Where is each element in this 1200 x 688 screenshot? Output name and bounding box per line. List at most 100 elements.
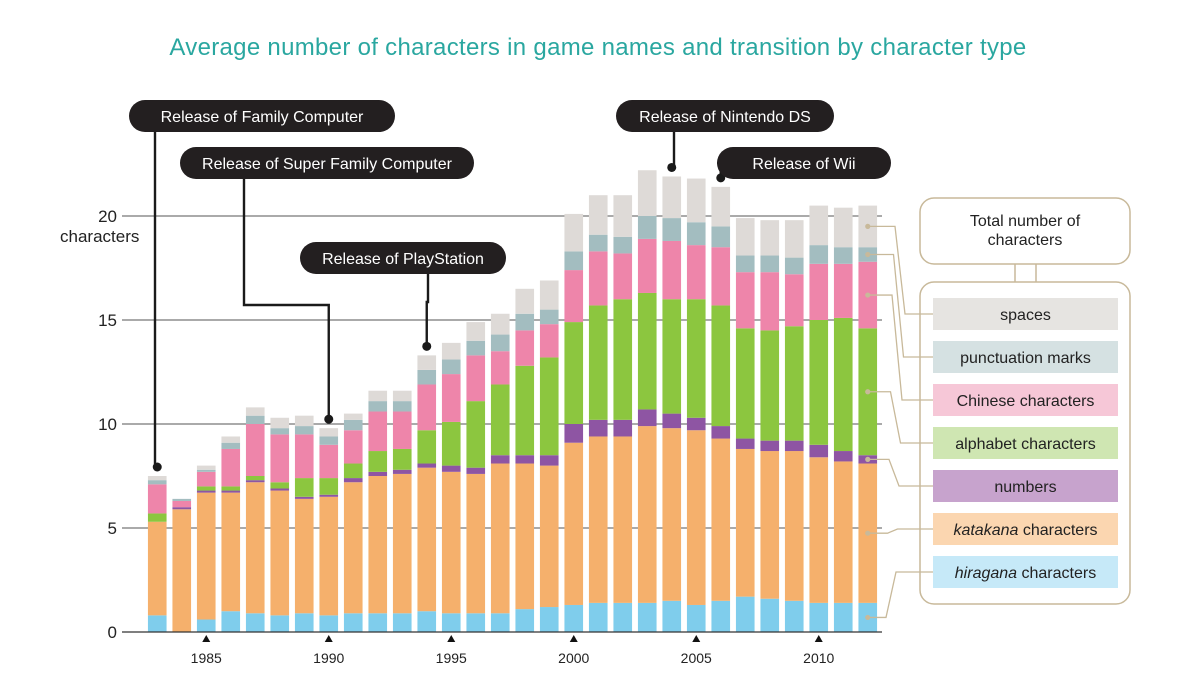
series-hiragana-characters bbox=[147, 596, 878, 632]
legend-leader-dot bbox=[865, 251, 871, 258]
bar-segment-2004-5 bbox=[662, 218, 682, 241]
x-tick-label-2000: 2000 bbox=[558, 650, 589, 666]
bar-segment-1998-3 bbox=[515, 365, 535, 456]
legend-label-rest: characters bbox=[1018, 522, 1097, 539]
bar-segment-1989-1 bbox=[294, 498, 314, 614]
x-tick-marker-2010 bbox=[814, 635, 823, 642]
bar-segment-1985-2 bbox=[196, 490, 216, 493]
legend-label: alphabet characters bbox=[955, 436, 1096, 453]
bar-segment-1992-1 bbox=[368, 476, 388, 614]
bar-segment-1988-6 bbox=[270, 417, 290, 429]
legend-swatch bbox=[933, 298, 1118, 330]
bar-segment-1991-3 bbox=[343, 463, 363, 479]
bar-segment-1999-3 bbox=[539, 357, 559, 456]
bar-segment-1990-1 bbox=[319, 496, 339, 616]
bar-segment-2000-3 bbox=[564, 322, 584, 424]
axes: 1985 1990 1995 2000 2005 2010 bbox=[122, 631, 882, 666]
bar-segment-2011-6 bbox=[833, 207, 853, 248]
bar-segment-1984-1 bbox=[172, 509, 192, 632]
bar-segment-1993-5 bbox=[392, 401, 412, 412]
bar-segment-1994-1 bbox=[417, 467, 437, 612]
bar-segment-1983-4 bbox=[147, 484, 167, 514]
bar-segment-1996-4 bbox=[466, 355, 486, 402]
x-tick-marker-2000 bbox=[569, 635, 578, 642]
bar-segment-2008-3 bbox=[760, 330, 780, 441]
bar-segment-2007-2 bbox=[735, 438, 755, 449]
y-tick-label-15: 15 bbox=[98, 311, 117, 330]
bar-segment-2007-6 bbox=[735, 218, 755, 256]
bar-segment-2010-5 bbox=[809, 245, 829, 264]
annotation-2006: Release of Wii bbox=[716, 147, 891, 183]
bar-segment-1990-3 bbox=[319, 478, 339, 495]
x-tick-marker-1985 bbox=[202, 635, 211, 642]
series-punctuation-marks bbox=[147, 216, 878, 501]
x-tick-label-2005: 2005 bbox=[681, 650, 712, 666]
legend-leader-dot bbox=[865, 456, 871, 462]
bar-segment-2000-5 bbox=[564, 251, 584, 271]
annotation-dot-2004 bbox=[667, 162, 677, 172]
annotation-label-2006: Release of Wii bbox=[752, 156, 855, 173]
annotation-2004: Release of Nintendo DS bbox=[616, 100, 834, 172]
bar-segment-1994-3 bbox=[417, 430, 437, 464]
legend-leader bbox=[867, 571, 933, 619]
bar-segment-1987-1 bbox=[245, 482, 265, 614]
bar-segment-1996-0 bbox=[466, 613, 486, 632]
bar-segment-1989-4 bbox=[294, 434, 314, 479]
bar-segment-1989-3 bbox=[294, 478, 314, 497]
bar-segment-1991-6 bbox=[343, 413, 363, 420]
bar-segment-2007-1 bbox=[735, 448, 755, 597]
bar-segment-1992-5 bbox=[368, 401, 388, 412]
bar-segment-2009-4 bbox=[784, 274, 804, 327]
legend-label: hiragana characters bbox=[955, 565, 1096, 582]
legend-leader-dot bbox=[865, 292, 871, 298]
annotation-dot-1983 bbox=[152, 462, 162, 472]
chart-title: Average number of characters in game nam… bbox=[169, 34, 1026, 61]
bar-segment-1992-4 bbox=[368, 411, 388, 452]
legend-swatch bbox=[933, 470, 1118, 502]
bar-segment-2010-2 bbox=[809, 444, 829, 458]
bar-segment-2000-0 bbox=[564, 604, 584, 632]
bar-segment-1995-2 bbox=[441, 465, 461, 472]
bar-segment-1993-4 bbox=[392, 411, 412, 449]
bar-segment-2000-1 bbox=[564, 442, 584, 605]
bar-segment-1998-5 bbox=[515, 313, 535, 331]
bar-segment-1988-0 bbox=[270, 615, 290, 632]
bar-segment-2002-0 bbox=[613, 602, 633, 632]
annotation-1990: Release of Super Family Computer bbox=[180, 147, 474, 424]
bar-segment-1986-5 bbox=[221, 442, 241, 449]
bar-segment-2005-1 bbox=[686, 430, 706, 605]
bar-segment-2006-5 bbox=[711, 226, 731, 248]
release-annotations: Release of Family Computer Release of Sup… bbox=[129, 100, 891, 472]
legend: Total number of characters spaces punctuati… bbox=[865, 197, 1131, 621]
bar-segment-1994-0 bbox=[417, 611, 437, 632]
bar-segment-1997-5 bbox=[490, 334, 510, 352]
bar-segment-1996-6 bbox=[466, 322, 486, 341]
legend-leader bbox=[867, 528, 933, 534]
x-tick-marker-1990 bbox=[324, 635, 333, 642]
bar-segment-2008-0 bbox=[760, 598, 780, 632]
bar-segment-1997-0 bbox=[490, 613, 510, 632]
bar-segment-1999-4 bbox=[539, 324, 559, 358]
bar-segment-2011-2 bbox=[833, 451, 853, 462]
annotation-pill-1990 bbox=[180, 147, 474, 179]
bar-segment-1987-6 bbox=[245, 407, 265, 416]
bar-segment-2001-6 bbox=[588, 195, 608, 235]
bar-segment-1999-5 bbox=[539, 309, 559, 325]
bar-segment-1989-6 bbox=[294, 415, 314, 427]
y-tick-label-10: 10 bbox=[98, 415, 117, 434]
bar-segment-1986-3 bbox=[221, 486, 241, 491]
bar-segment-1989-5 bbox=[294, 426, 314, 435]
bar-segment-2011-0 bbox=[833, 602, 853, 632]
series-chinese-characters bbox=[147, 238, 878, 514]
bar-segment-2009-0 bbox=[784, 600, 804, 632]
bar-segment-1983-1 bbox=[147, 521, 167, 616]
bar-segment-1986-0 bbox=[221, 611, 241, 632]
bar-segment-2010-4 bbox=[809, 263, 829, 320]
series-alphabet-characters bbox=[147, 292, 878, 522]
bar-segment-2001-1 bbox=[588, 436, 608, 603]
bar-segment-2003-0 bbox=[637, 602, 657, 632]
bar-segment-2005-0 bbox=[686, 604, 706, 632]
bar-segment-2003-3 bbox=[637, 292, 657, 410]
bar-segment-1987-3 bbox=[245, 476, 265, 481]
bar-segment-1999-2 bbox=[539, 455, 559, 466]
